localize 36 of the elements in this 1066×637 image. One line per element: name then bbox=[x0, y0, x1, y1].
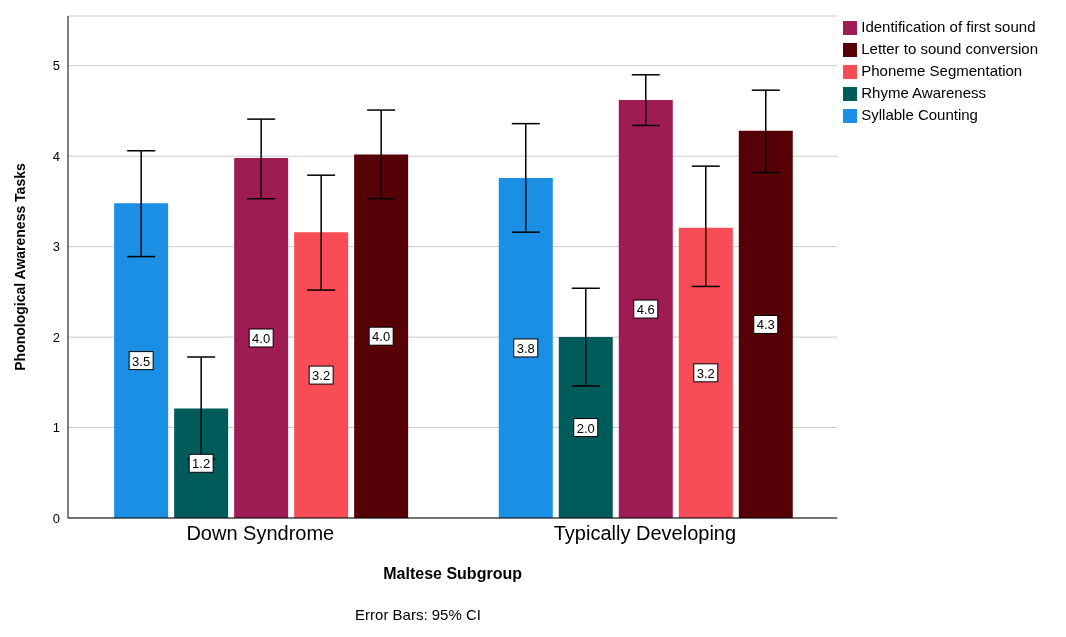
bar bbox=[354, 154, 409, 518]
bar bbox=[174, 408, 229, 518]
x-tick-label: Typically Developing bbox=[553, 522, 737, 545]
bar bbox=[738, 130, 793, 518]
bar bbox=[498, 177, 553, 518]
data-label: 2.0 bbox=[576, 420, 595, 436]
y-tick-label: 3 bbox=[52, 239, 60, 255]
y-axis-title: Phonological Awareness Tasks bbox=[11, 163, 28, 371]
data-label: 3.2 bbox=[696, 365, 715, 381]
bar bbox=[234, 158, 289, 518]
bar bbox=[618, 100, 673, 518]
legend-label: Syllable Counting bbox=[861, 106, 978, 123]
y-tick-label: 1 bbox=[52, 420, 60, 436]
x-tick-label: Down Syndrome bbox=[186, 522, 335, 545]
legend-label: Phoneme Segmentation bbox=[861, 62, 1023, 79]
data-label: 3.5 bbox=[132, 353, 151, 369]
data-label: 4.3 bbox=[756, 317, 775, 333]
data-label: 3.8 bbox=[516, 340, 535, 356]
bar bbox=[678, 227, 733, 518]
data-label: 4.6 bbox=[636, 302, 655, 318]
y-tick-label: 5 bbox=[52, 58, 60, 74]
data-label: 4.0 bbox=[372, 329, 391, 345]
y-tick-label: 4 bbox=[52, 148, 60, 164]
y-tick-label: 2 bbox=[52, 329, 60, 345]
legend-label: Letter to sound conversion bbox=[861, 40, 1038, 57]
bar bbox=[114, 203, 169, 518]
bar bbox=[294, 232, 349, 518]
y-tick-label: 0 bbox=[52, 510, 60, 526]
bar bbox=[558, 337, 613, 518]
legend-label: Identification of first sound bbox=[861, 18, 1036, 35]
data-label: 3.2 bbox=[312, 368, 331, 384]
data-label: 4.0 bbox=[252, 331, 271, 346]
x-axis-title: Maltese Subgroup bbox=[383, 565, 523, 583]
data-label: 1.2 bbox=[192, 456, 211, 472]
legend-label: Rhyme Awareness bbox=[861, 84, 987, 101]
text: Error Bars: 95% CI bbox=[354, 606, 482, 623]
